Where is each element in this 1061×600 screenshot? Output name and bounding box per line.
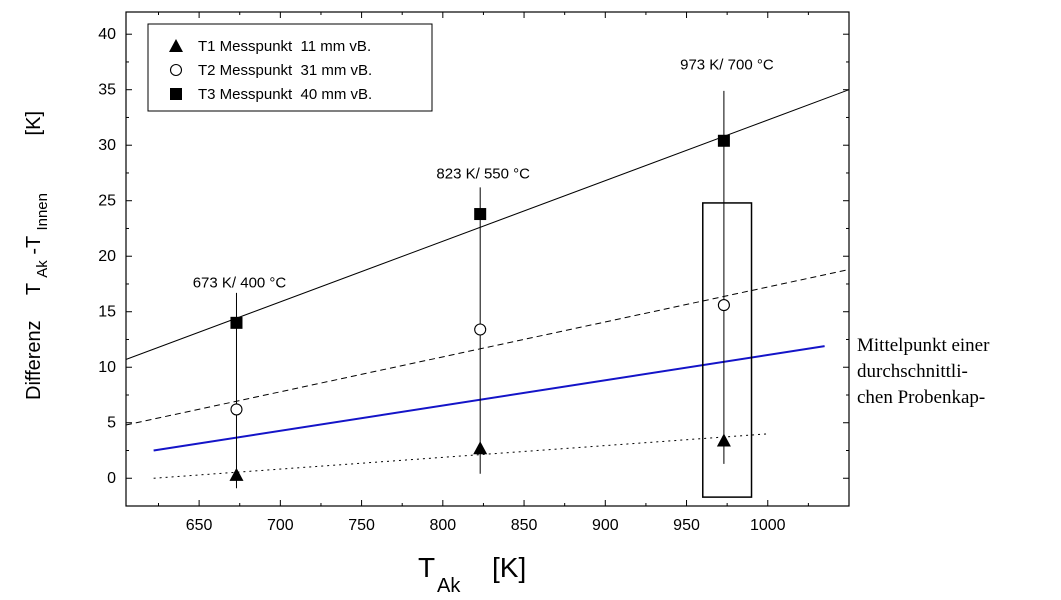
x-tick-label: 700 (267, 517, 294, 534)
circle-open-point (717, 299, 730, 312)
axis-ticks: 650 700 750 800 850 900 950 1000 0 5 10 15 20 25 30 35 4… (98, 12, 849, 534)
legend-box (147, 23, 433, 112)
y-tick-label: 5 (107, 415, 116, 432)
legend: T1 Messpunkt 11 mm vB. T2 Messpunkt 31 mm… (147, 23, 433, 112)
legend-marker-circle-open (169, 63, 183, 77)
ylabel-dash: -T (23, 236, 45, 255)
legend-label: T2 Messpunkt 31 mm vB. (198, 62, 372, 79)
x-tick-label: 850 (511, 517, 538, 534)
xlabel-t: T (418, 552, 435, 583)
triangle-point (229, 467, 244, 481)
legend-label: T1 Messpunkt 11 mm vB. (198, 38, 371, 55)
y-tick-label: 15 (98, 304, 116, 321)
temperature-annotation: 673 K/ 400 °C (193, 274, 287, 291)
square-point (474, 208, 487, 221)
side-note: Mittelpunkt einer durchschnittli- chen P… (857, 333, 1057, 411)
legend-label: T3 Messpunkt 40 mm vB. (198, 86, 372, 103)
legend-marker-triangle (169, 39, 183, 52)
circle-open-point (230, 403, 243, 416)
x-tick-label: 950 (673, 517, 700, 534)
x-tick-label: 750 (348, 517, 375, 534)
y-tick-label: 20 (98, 248, 116, 265)
x-tick-label: 650 (186, 517, 213, 534)
y-tick-label: 30 (98, 137, 116, 154)
fit-lines (125, 89, 850, 479)
side-note-line2: durchschnittli- (857, 361, 968, 382)
ylabel-sub2: Innen (34, 193, 51, 231)
x-tick-label: 1000 (750, 517, 786, 534)
data-markers (229, 134, 731, 481)
fit-line-solid-black (125, 89, 850, 360)
y-tick-label: 10 (98, 359, 116, 376)
temperature-annotation: 973 K/ 700 °C (680, 57, 774, 74)
xlabel-sub: Ak (437, 575, 461, 597)
svg-text:Differenz T Ak: Differenz T Ak -T Innen [K] (23, 111, 52, 400)
plot-frame (125, 11, 850, 507)
ylabel-t: T (23, 283, 45, 295)
y-tick-label: 40 (98, 26, 116, 43)
y-tick-label: 25 (98, 193, 116, 210)
xlabel-unit: [K] (492, 552, 526, 583)
ylabel-unit: [K] (23, 111, 45, 135)
y-tick-label: 0 (107, 470, 116, 487)
annotations: 673 K/ 400 °C 823 K/ 550 °C 973 K/ 700 °C (193, 57, 774, 292)
side-note-line1: Mittelpunkt einer (857, 335, 990, 356)
highlight-box (702, 202, 753, 498)
x-tick-label: 900 (592, 517, 619, 534)
fit-line-dashed-black (125, 269, 850, 426)
square-point (717, 134, 730, 147)
y-tick-label: 35 (98, 82, 116, 99)
side-note-line3: chen Probenkap- (857, 387, 986, 408)
circle-open-point (474, 323, 487, 336)
legend-marker-square (170, 88, 182, 100)
ylabel-prefix: Differenz (23, 320, 45, 400)
fit-line-solid-blue (153, 345, 825, 452)
triangle-point (473, 441, 488, 455)
square-point (230, 316, 243, 329)
error-bars (235, 90, 725, 489)
ylabel-sub1: Ak (34, 260, 51, 278)
x-axis-label: T Ak [K] (418, 552, 526, 597)
highlight-rect (702, 202, 753, 498)
fit-line-dotted-black (153, 433, 768, 479)
x-tick-label: 800 (429, 517, 456, 534)
triangle-point (716, 433, 731, 447)
y-axis-label: Differenz T Ak -T Innen [K] (23, 111, 52, 400)
temperature-annotation: 823 K/ 550 °C (436, 166, 530, 183)
